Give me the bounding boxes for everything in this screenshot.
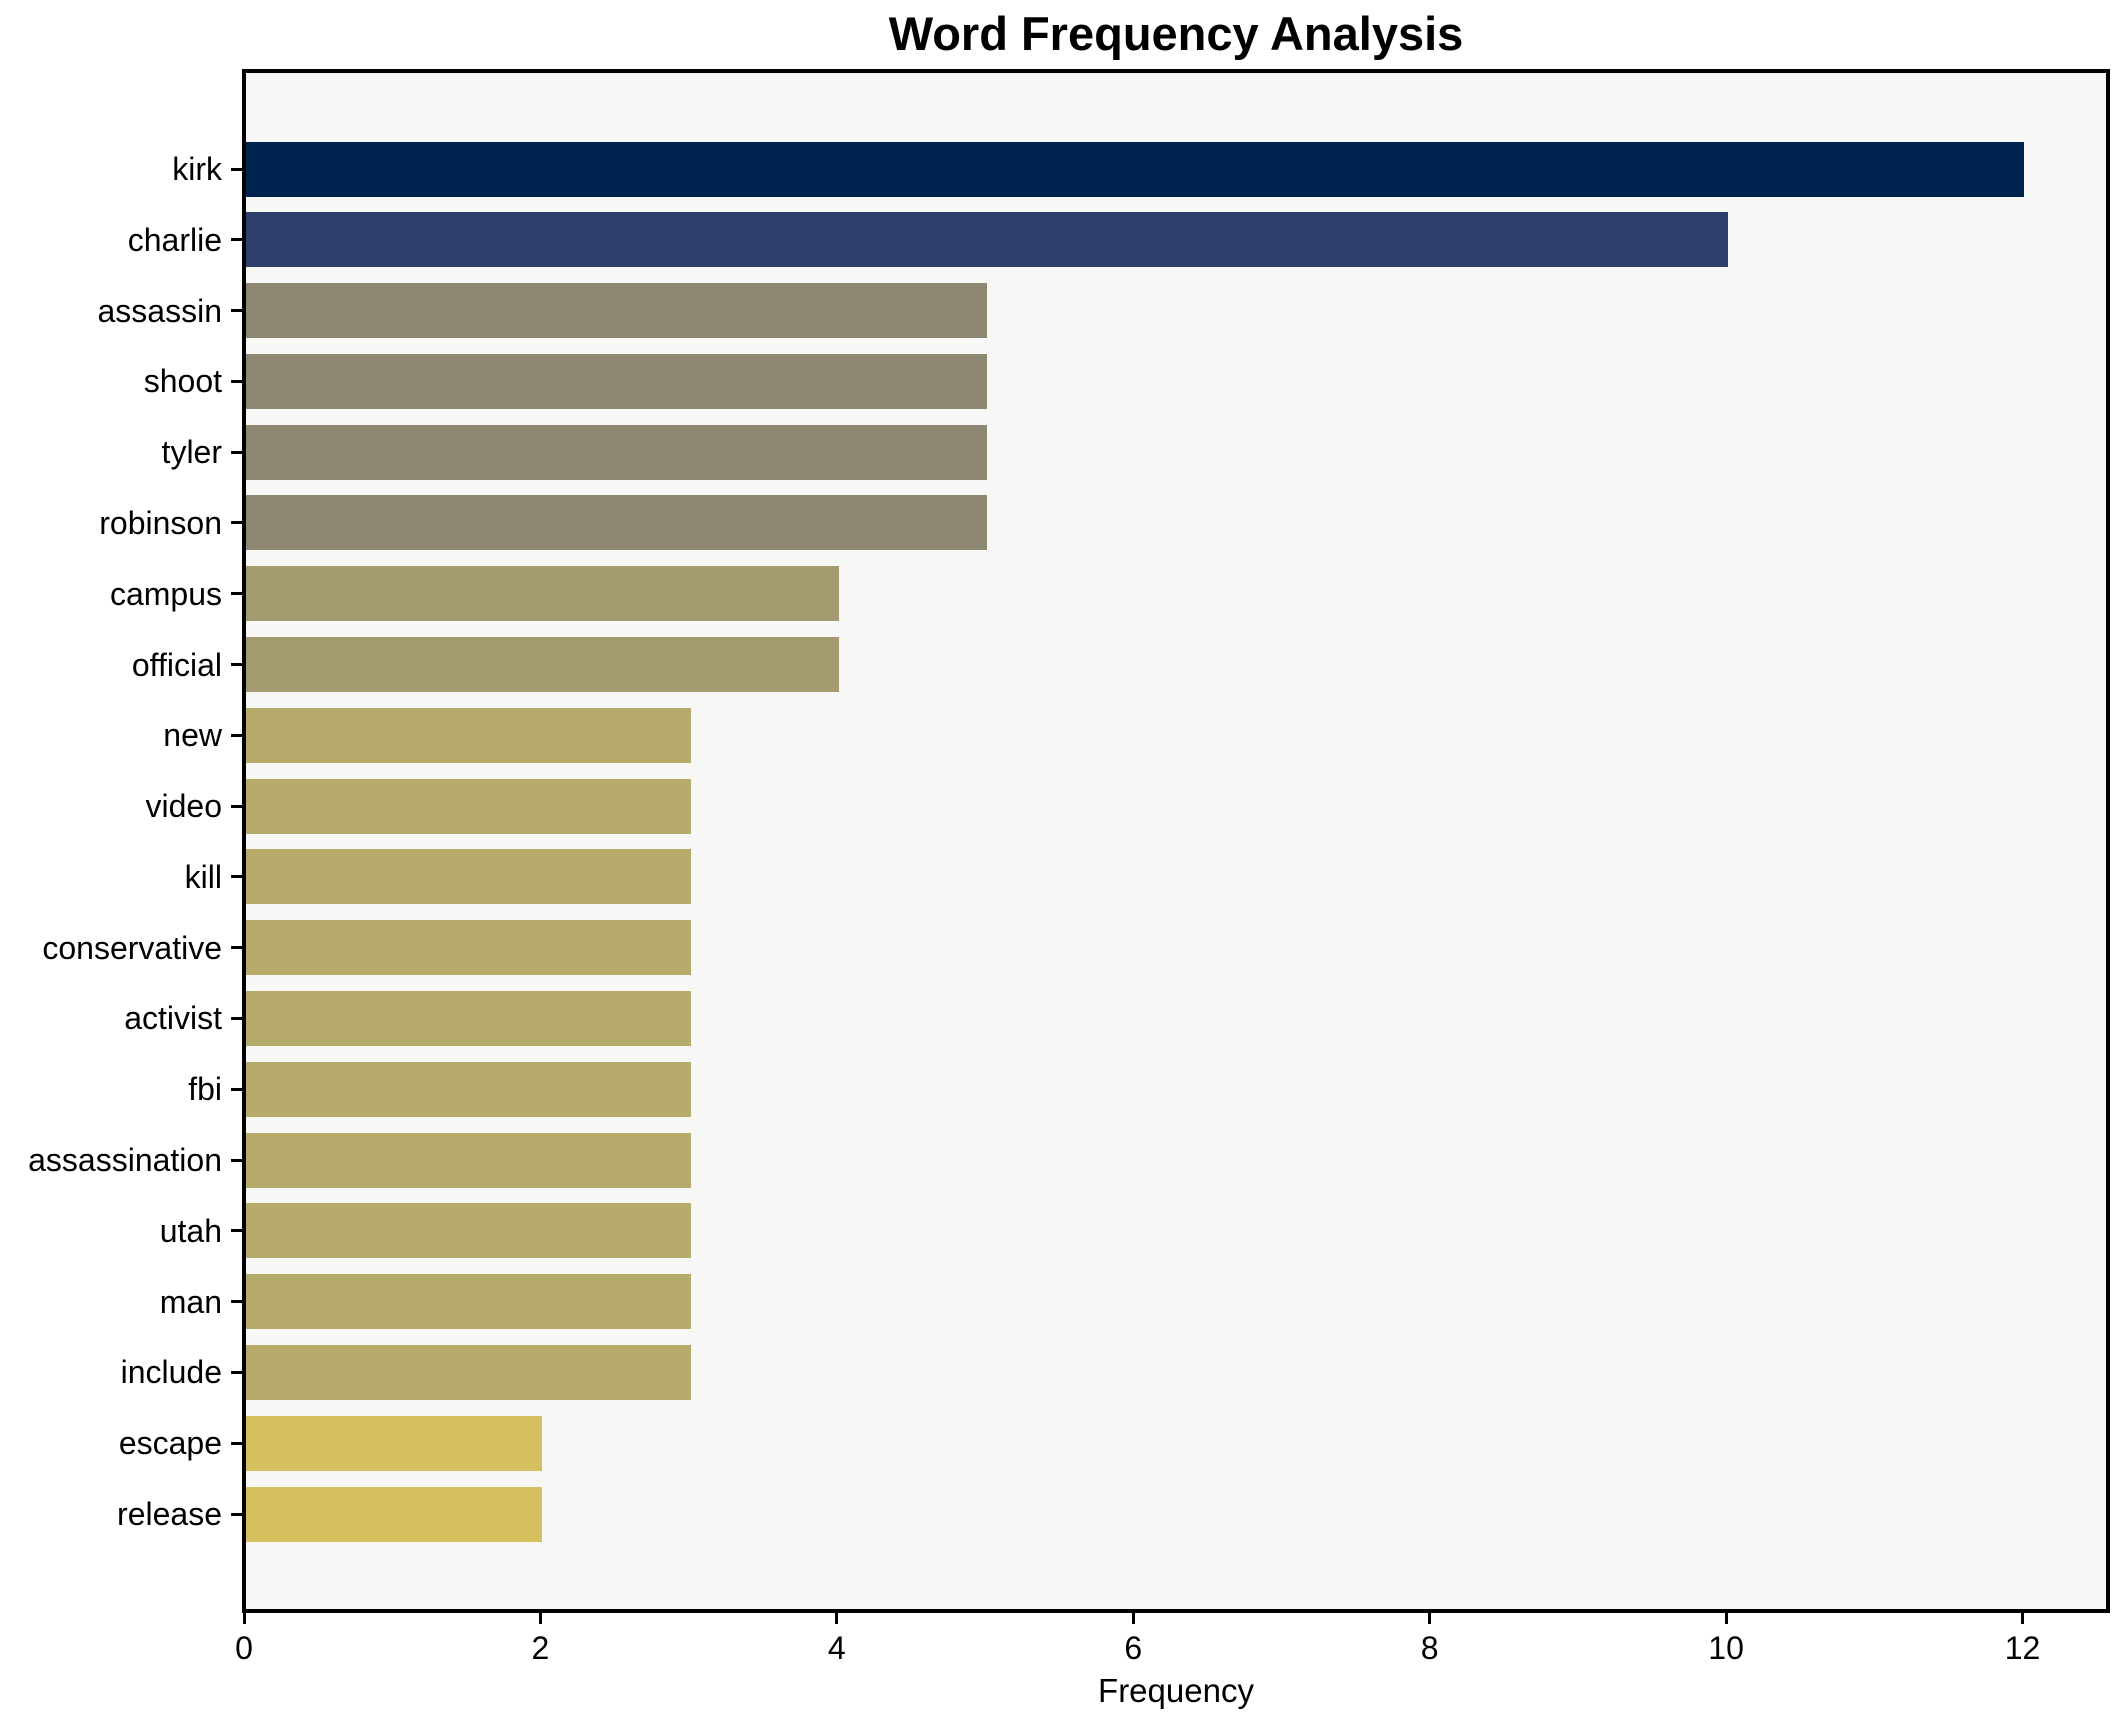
bar-tyler (246, 424, 988, 480)
y-tick-label-utah: utah (159, 1212, 222, 1249)
y-tick-mark-include (231, 1370, 242, 1374)
y-tick-mark-video (231, 804, 242, 808)
y-tick-mark-shoot (231, 379, 242, 383)
x-tick-mark-10 (1724, 1613, 1728, 1624)
y-tick-label-include: include (120, 1354, 222, 1391)
x-tick-label-2: 2 (531, 1630, 550, 1666)
y-tick-label-release: release (117, 1496, 222, 1532)
y-tick-mark-fbi (231, 1087, 242, 1091)
y-tick-label-kirk: kirk (172, 151, 222, 187)
x-tick-mark-12 (2020, 1613, 2024, 1624)
plot-area (242, 69, 2110, 1613)
y-tick-mark-assassin (231, 309, 242, 313)
y-tick-mark-kill (231, 875, 242, 879)
bar-new (246, 707, 691, 763)
y-tick-label-activist: activist (124, 1000, 222, 1037)
bar-man (246, 1274, 691, 1330)
bar-kill (246, 849, 691, 905)
x-tick-mark-0 (242, 1613, 246, 1624)
y-tick-label-kill: kill (184, 858, 222, 895)
x-tick-label-12: 12 (2004, 1630, 2041, 1666)
bar-escape (246, 1415, 543, 1471)
y-tick-label-assassination: assassination (28, 1142, 222, 1179)
chart-title: Word Frequency Analysis (888, 7, 1464, 60)
bar-charlie (246, 212, 1729, 268)
x-tick-mark-2 (538, 1613, 542, 1624)
y-tick-label-campus: campus (109, 575, 222, 612)
y-tick-label-video: video (145, 788, 223, 825)
y-tick-mark-activist (231, 1016, 242, 1020)
y-tick-mark-conservative (231, 946, 242, 950)
bar-fbi (246, 1061, 691, 1117)
bar-include (246, 1344, 691, 1400)
y-tick-mark-kirk (231, 167, 242, 171)
y-tick-mark-official (231, 663, 242, 667)
y-tick-label-official: official (131, 646, 222, 683)
y-tick-mark-charlie (231, 238, 242, 242)
y-tick-mark-man (231, 1300, 242, 1304)
x-tick-label-8: 8 (1420, 1630, 1439, 1666)
y-tick-mark-robinson (231, 521, 242, 525)
y-tick-label-new: new (163, 717, 222, 754)
y-tick-label-conservative: conservative (42, 929, 222, 966)
x-tick-mark-8 (1428, 1613, 1432, 1624)
y-tick-label-fbi: fbi (188, 1071, 222, 1108)
bar-utah (246, 1203, 691, 1259)
x-axis-title: Frequency (1098, 1672, 1254, 1709)
y-tick-mark-new (231, 733, 242, 737)
y-tick-mark-utah (231, 1229, 242, 1233)
y-tick-label-shoot: shoot (143, 363, 222, 400)
y-tick-label-assassin: assassin (97, 292, 223, 329)
y-tick-mark-release (231, 1512, 242, 1516)
x-tick-label-6: 6 (1124, 1630, 1143, 1666)
x-tick-label-0: 0 (235, 1630, 253, 1666)
bar-official (246, 637, 839, 693)
y-tick-label-charlie: charlie (127, 221, 222, 258)
y-tick-label-tyler: tyler (161, 434, 222, 471)
bar-shoot (246, 353, 988, 409)
y-tick-label-man: man (159, 1283, 222, 1320)
x-tick-mark-4 (835, 1613, 839, 1624)
bar-release (246, 1486, 543, 1542)
y-tick-mark-campus (231, 592, 242, 596)
y-tick-mark-escape (231, 1441, 242, 1445)
bar-campus (246, 566, 839, 622)
y-tick-mark-tyler (231, 450, 242, 454)
y-tick-label-robinson: robinson (99, 504, 222, 541)
bar-video (246, 778, 691, 834)
bar-robinson (246, 495, 988, 551)
x-tick-mark-6 (1131, 1613, 1135, 1624)
bar-conservative (246, 920, 691, 976)
bar-activist (246, 990, 691, 1046)
x-tick-label-10: 10 (1708, 1630, 1744, 1666)
bar-kirk (246, 141, 2025, 197)
y-tick-mark-assassination (231, 1158, 242, 1162)
x-tick-label-4: 4 (827, 1630, 846, 1666)
y-tick-label-escape: escape (118, 1425, 222, 1462)
bar-assassination (246, 1132, 691, 1188)
bar-assassin (246, 283, 988, 339)
